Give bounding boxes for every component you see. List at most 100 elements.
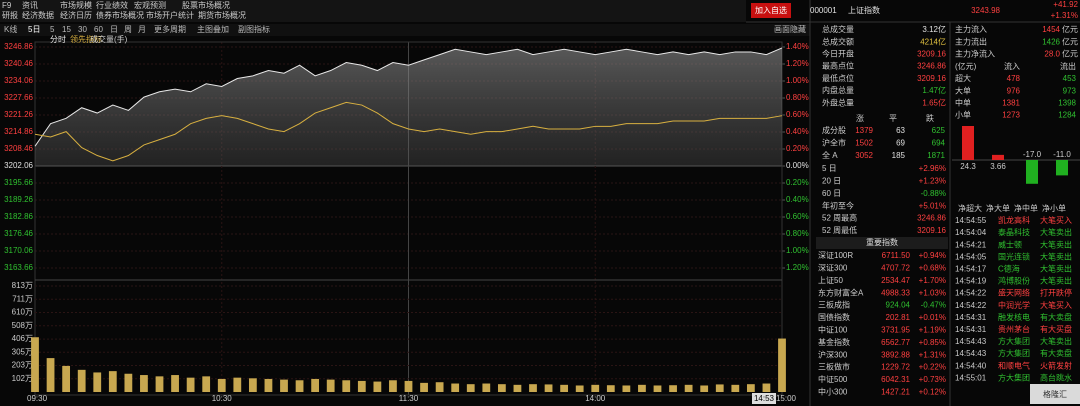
index-name[interactable]: 国债指数 [818,312,850,322]
volume-bar [186,377,195,392]
trade-name[interactable]: 方大集团 [998,348,1030,358]
trade-time: 14:54:19 [955,277,987,286]
return-label: 52 周最高 [822,213,857,223]
menu-item[interactable]: 债券市场概况 [96,10,144,20]
volume-title: 成交量(手) [90,34,128,44]
volume-bar [93,372,102,392]
x-tick-label: 09:30 [27,394,48,403]
add-button[interactable]: 加入自选 [755,5,787,15]
menu-item[interactable]: 宏观预测 [134,0,166,10]
volume-bar [280,379,288,392]
y-tick-label: 3195.66 [4,178,33,187]
trade-action: 打开跌停 [1040,288,1072,298]
trade-action: 大笔买入 [1040,300,1072,310]
trade-time: 14:54:05 [955,252,987,261]
volume-bar [560,384,569,392]
volume-bar [451,383,460,392]
menu-item[interactable]: 市场规模 [60,0,92,10]
toolbar-item[interactable]: 30 [78,25,87,34]
toolbar-item[interactable]: 15 [62,25,71,34]
volume-bar [155,376,164,392]
index-name[interactable]: 上证50 [818,276,843,285]
breadth-cell: 全 A [822,150,838,160]
toolbar-item[interactable]: K线 [4,24,17,34]
menu-item[interactable]: 行业绩效 [96,0,128,10]
trade-name[interactable]: 凯龙高科 [998,215,1030,225]
trade-name[interactable]: 鸿博股份 [998,276,1030,286]
flow-value: 1454 [1042,25,1060,34]
volume-bar [778,338,786,392]
toolbar-item[interactable]: 60 [94,25,103,34]
breadth-header: 涨 [856,113,864,123]
trade-name[interactable]: 方大集团 [998,336,1030,346]
index-name[interactable]: 深证100R [818,251,853,260]
cursor-label: 14:53 [754,394,775,403]
toolbar-item[interactable]: 副图指标 [238,24,270,34]
flow-row-label: 大单 [955,85,971,95]
volume-bar [420,382,428,392]
y2-tick-label: 1.00% [786,246,809,255]
stat-value: 3209.16 [917,50,946,59]
trade-name[interactable]: C德海 [998,264,1020,274]
trade-tab[interactable]: 净中单 [1014,203,1038,213]
toolbar-item[interactable]: 5 [50,25,55,34]
toolbar-item[interactable]: 日 [110,25,118,34]
index-change: +0.73% [919,375,946,384]
y2-tick-label: 0.20% [786,178,809,187]
index-name[interactable]: 沪深300 [818,349,848,359]
trade-tab[interactable]: 净大单 [986,203,1010,213]
index-name[interactable]: 中小300 [818,387,848,397]
add-button-bg[interactable] [751,3,791,18]
menu-item[interactable]: 资讯 [22,0,38,10]
toolbar-item[interactable]: 更多周期 [154,24,186,34]
volume-bar [108,371,117,392]
trade-name[interactable]: 中润光学 [998,300,1030,310]
stat-label: 今日开盘 [822,49,854,59]
menu-item[interactable]: 研报 [2,10,18,20]
toolbar-item[interactable]: 周 [124,25,132,34]
return-value: +5.01% [919,201,946,210]
flow-in: 1273 [1002,111,1020,120]
volume-bar [171,375,179,392]
flow-unit: 亿元 [1062,24,1078,34]
breadth-cell: 694 [932,139,946,148]
hide-button[interactable]: 画面隐藏 [774,24,806,34]
menu-item[interactable]: 股票市场概况 [182,0,230,10]
y-tick-label: 711万 [12,294,33,303]
volume-bar [482,383,491,392]
index-name[interactable]: 中证100 [818,325,848,335]
menu-item[interactable]: 经济日历 [60,10,92,20]
index-name[interactable]: 三板成指 [818,300,850,310]
toolbar-item[interactable]: 5日 [28,25,40,34]
y-tick-label: 3240.46 [4,59,33,68]
y-tick-label: 203万 [12,361,33,370]
index-name[interactable]: 基金指数 [818,337,850,347]
volume-bar [295,380,304,392]
trade-tab[interactable]: 净超大 [958,203,982,213]
legend-item: 领先指标 [70,34,102,44]
volume-bar [233,377,242,392]
trade-name[interactable]: 方大集团 [998,372,1030,382]
menu-item[interactable]: 期货市场概况 [198,10,246,20]
trade-action: 大笔卖出 [1040,264,1072,274]
toolbar-item[interactable]: 主图叠加 [197,24,229,34]
trade-name[interactable]: 泰晶科技 [998,227,1030,237]
index-name[interactable]: 中证500 [818,374,848,384]
trade-name[interactable]: 国光连锁 [998,251,1030,261]
index-name[interactable]: 三板做市 [818,362,850,372]
index-name[interactable]: 东方财富全A [818,287,864,297]
trade-name[interactable]: 盛天网络 [998,288,1030,298]
menu-item[interactable]: 市场开户统计 [146,10,194,20]
trade-tab[interactable]: 净小单 [1042,203,1066,213]
return-label: 60 日 [822,189,841,198]
trade-name[interactable]: 贵州茅台 [998,324,1030,334]
index-name[interactable]: 深证300 [818,264,848,273]
menu-item[interactable]: F9 [2,1,12,10]
quote-change: +41.92 [1053,0,1078,9]
trade-name[interactable]: 和顺电气 [998,360,1030,370]
return-value: -0.88% [921,189,946,198]
toolbar-item[interactable]: 月 [138,25,146,34]
trade-name[interactable]: 威士顿 [998,239,1022,249]
menu-item[interactable]: 经济数据 [22,10,54,20]
trade-name[interactable]: 融发核电 [998,312,1030,322]
